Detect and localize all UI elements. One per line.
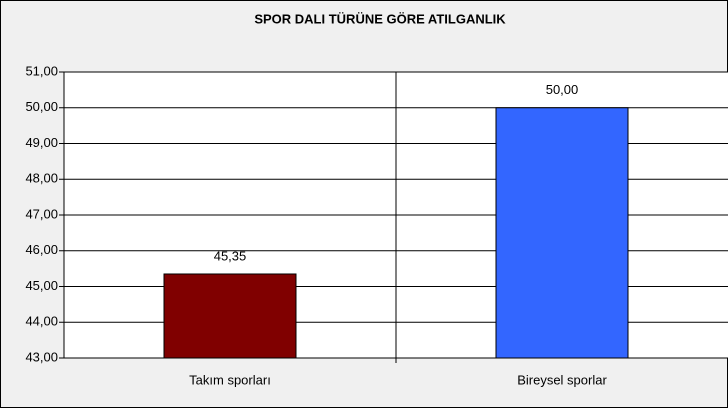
- bar: [495, 107, 629, 359]
- x-tick-label: Bireysel sporlar: [517, 372, 607, 387]
- y-tick-label: 50,00: [25, 99, 58, 114]
- x-tick-label: Takım sporları: [189, 372, 271, 387]
- bar: [163, 273, 297, 359]
- y-tick-label: 47,00: [25, 206, 58, 221]
- chart-title: SPOR DALI TÜRÜNE GÖRE ATILGANLIK: [254, 11, 506, 26]
- y-tick-label: 45,00: [25, 278, 58, 293]
- y-tick-label: 51,00: [25, 63, 58, 78]
- value-label: 50,00: [546, 82, 579, 97]
- y-tick-label: 44,00: [25, 314, 58, 329]
- y-tick-label: 43,00: [25, 349, 58, 364]
- value-label: 45,35: [214, 248, 247, 263]
- y-tick-label: 46,00: [25, 242, 58, 257]
- y-tick-label: 48,00: [25, 171, 58, 186]
- y-tick-label: 49,00: [25, 135, 58, 150]
